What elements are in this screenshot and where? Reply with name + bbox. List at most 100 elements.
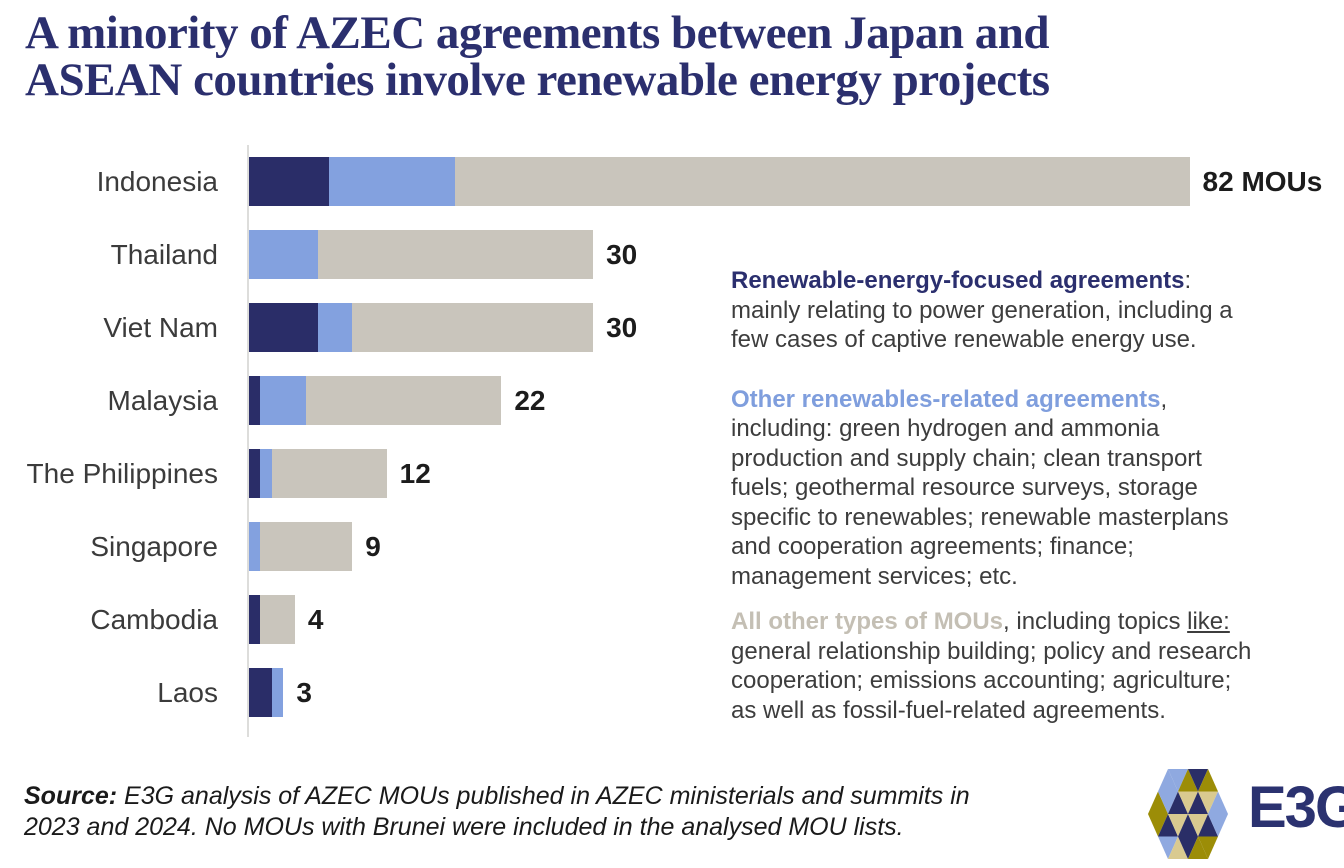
legend-line: Renewable-energy-focused agreements: [731,266,1331,296]
mou-total-label: 4 [307,603,324,635]
logo-triangle [1178,791,1198,814]
bar [249,668,284,717]
mou-total-label: 30 [606,238,638,270]
logo-triangle [1188,836,1208,859]
logo-triangle [1168,791,1188,814]
country-label: Indonesia [96,165,218,197]
source-line: 2023 and 2024. No MOUs with Brunei were … [24,812,984,843]
bar-segment-other-renewables [249,230,318,279]
logo-triangle [1148,791,1168,814]
bar-segment-other-mous [260,522,353,571]
logo-triangle [1158,791,1178,814]
bar [249,449,387,498]
country-label: Singapore [90,530,218,562]
country-label: Laos [157,676,218,708]
legend-line: few cases of captive renewable energy us… [731,325,1331,355]
country-label: The Philippines [26,457,218,489]
legend-text: cooperation; emissions accounting; agric… [731,667,1232,694]
chart-row: Indonesia 82 MOUs [0,145,1344,218]
legend-line: including: green hydrogen and ammonia [731,414,1331,444]
page-title-line2: ASEAN countries involve renewable energy… [25,54,1050,106]
country-label: Thailand [110,238,218,270]
mou-total-label: 82 MOUs [1202,165,1323,197]
bar-segment-renewable-focused [249,668,272,717]
logo-triangle [1188,791,1208,814]
legend-line: mainly relating to power generation, inc… [731,296,1331,326]
legend-line: production and supply chain; clean trans… [731,444,1331,474]
logo-triangle [1158,769,1178,792]
bar-segment-renewable-focused [249,449,261,498]
bar-segment-other-renewables [260,376,307,425]
legend-text: few cases of captive renewable energy us… [731,326,1197,353]
legend-text: mainly relating to power generation, inc… [731,296,1233,324]
bar [249,522,353,571]
e3g-hexagon-icon [1148,769,1228,859]
logo-triangle [1168,769,1188,792]
legend-line: as well as fossil-fuel-related agreement… [731,696,1331,726]
legend-text: management services; etc. [731,562,1018,590]
legend-underlined-text: like: [1187,608,1230,635]
chart-rows: Indonesia 82 MOUs Thailand 30 Viet Nam 30 Mala… [0,145,1344,729]
mou-total-label: 30 [606,311,638,343]
source-line: Source: E3G analysis of AZEC MOUs publis… [24,781,984,812]
legend-series-name: Renewable-energy-focused agreements [731,267,1185,294]
bar-segment-other-renewables [329,157,456,206]
logo-triangle [1198,836,1218,859]
legend-block: All other types of MOUs, including topic… [731,607,1331,725]
chart-row: Cambodia 4 [0,583,1344,656]
logo-triangle [1178,814,1198,837]
mou-total-label: 22 [514,384,546,416]
legend-text: fuels; geothermal resource surveys, stor… [731,474,1198,501]
legend-block: Other renewables-related agreements, incl… [731,385,1331,592]
legend-text: including: green hydrogen and ammonia [731,415,1160,442]
legend-text: as well as fossil-fuel-related agreement… [731,696,1166,724]
legend-text: , including topics [1003,608,1188,635]
bar-segment-other-renewables [260,449,272,498]
legend-text: , [1160,385,1168,413]
logo-triangle [1178,836,1198,859]
logo-triangle [1208,791,1228,814]
bar [249,376,502,425]
e3g-wordmark: E3G [1248,775,1344,840]
axis-line [247,145,249,737]
bar [249,595,295,644]
legend-line: and cooperation agreements; finance; [731,532,1331,562]
bar [249,303,594,352]
legend-line: specific to renewables; renewable master… [731,503,1331,533]
bar-segment-other-mous [317,230,594,279]
bar-segment-renewable-focused [249,303,318,352]
logo-triangle [1198,769,1218,792]
legend-line: All other types of MOUs, including topic… [731,607,1331,637]
page-title: A minority of AZEC agreements between Ja… [25,10,1325,104]
country-label: Viet Nam [103,311,218,343]
bar [249,157,1190,206]
logo-triangle [1148,814,1168,837]
legend-line: cooperation; emissions accounting; agric… [731,666,1331,696]
mou-total-label: 9 [365,530,381,562]
chart-row: Singapore 9 [0,510,1344,583]
legend-text: specific to renewables; renewable master… [731,503,1229,531]
source-prefix: Source: [24,782,118,810]
legend-series-name: Other renewables-related agreements [731,385,1161,413]
source-note: Source: E3G analysis of AZEC MOUs publis… [24,781,984,843]
legend-text: : [1184,267,1192,294]
logo-triangle [1188,769,1208,792]
logo-triangle [1168,814,1188,837]
legend-line: general relationship building; policy an… [731,637,1331,667]
logo-triangle [1158,836,1178,859]
legend-line: management services; etc. [731,562,1331,592]
country-label: Cambodia [90,603,218,635]
chart-row: Malaysia 22 [0,364,1344,437]
chart-row: The Philippines 12 [0,437,1344,510]
bar-chart: Indonesia 82 MOUs Thailand 30 Viet Nam 30 Mala… [0,145,1344,737]
logo-triangle [1178,769,1198,792]
legend-text: general relationship building; policy an… [731,637,1252,665]
chart-row: Viet Nam 30 [0,291,1344,364]
legend-text: and cooperation agreements; finance; [731,533,1134,560]
chart-row: Laos 3 [0,656,1344,729]
logo-triangle [1158,814,1178,837]
bar-segment-other-renewables [249,522,261,571]
bar-segment-other-mous [260,595,295,644]
legend-text: production and supply chain; clean trans… [731,444,1202,472]
legend-series-name: All other types of MOUs [731,608,1004,635]
